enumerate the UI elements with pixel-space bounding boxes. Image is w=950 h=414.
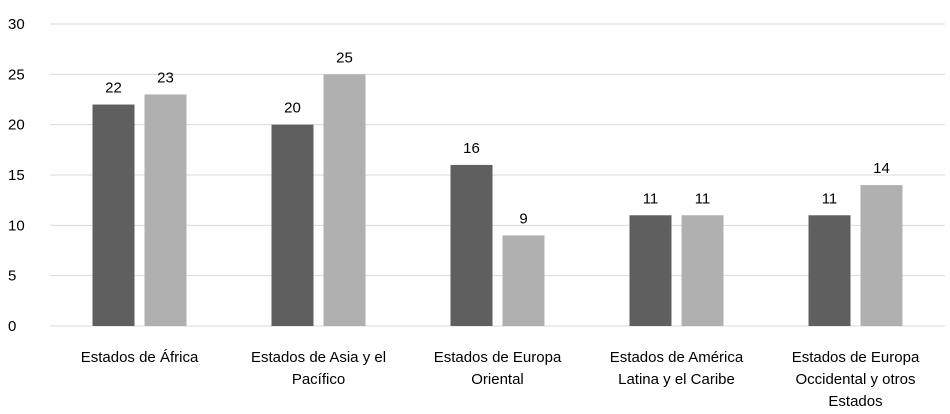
- y-tick-label: 10: [8, 217, 25, 234]
- y-tick-label: 25: [8, 66, 25, 83]
- bar-series-2: [144, 94, 187, 326]
- bar-series-2: [502, 235, 545, 326]
- bar-series-2: [681, 215, 724, 326]
- bar-series-1: [271, 124, 314, 327]
- data-label: 14: [873, 160, 890, 177]
- gridlines: [50, 23, 945, 327]
- x-axis-categories: Estados de África Estados de Asia y el Pac…: [81, 349, 920, 410]
- category-label: Estados de Europa Occidental y otros Estad…: [792, 349, 920, 410]
- data-label: 11: [822, 190, 838, 207]
- category-label: Estados de Asia y el Pacífico: [251, 349, 386, 388]
- bar-series-1: [450, 164, 493, 326]
- category-label: Estados de África: [81, 349, 199, 366]
- category-label-line: Estados de Asia y el: [251, 349, 386, 366]
- category-label-line: Estados de América: [610, 349, 744, 366]
- y-tick-label: 20: [8, 117, 25, 134]
- data-label: 23: [157, 69, 174, 86]
- category-label-line: Pacífico: [292, 371, 345, 388]
- category-label-line: Latina y el Caribe: [618, 371, 735, 388]
- data-label: 16: [463, 140, 480, 157]
- category-label-line: Occidental y otros: [795, 371, 915, 388]
- category-label-line: Estados de Europa: [792, 349, 920, 366]
- data-label: 20: [284, 100, 301, 117]
- bar-series-1: [92, 104, 135, 327]
- bars: [92, 74, 903, 327]
- data-label: 11: [695, 190, 711, 207]
- data-label: 22: [105, 80, 122, 97]
- bar-series-2: [860, 185, 903, 326]
- data-labels: 22 23 20 25 16 9 11 11 11 14: [105, 49, 890, 227]
- category-label: Estados de América Latina y el Caribe: [610, 349, 744, 388]
- y-tick-label: 30: [8, 16, 25, 33]
- y-tick-label: 5: [8, 268, 16, 285]
- category-label: Estados de Europa Oriental: [434, 349, 562, 388]
- y-tick-label: 15: [8, 167, 25, 184]
- category-label-line: Estados: [828, 393, 882, 410]
- data-label: 9: [519, 210, 527, 227]
- y-axis-ticks: 0 5 10 15 20 25 30: [8, 16, 25, 335]
- category-label-line: Estados de África: [81, 349, 199, 366]
- y-tick-label: 0: [8, 318, 16, 335]
- category-label-line: Oriental: [471, 371, 524, 388]
- category-label-line: Estados de Europa: [434, 349, 562, 366]
- bar-series-1: [808, 215, 851, 326]
- data-label: 25: [336, 49, 353, 66]
- bar-series-1: [629, 215, 672, 326]
- data-label: 11: [643, 190, 659, 207]
- bar-series-2: [323, 74, 366, 326]
